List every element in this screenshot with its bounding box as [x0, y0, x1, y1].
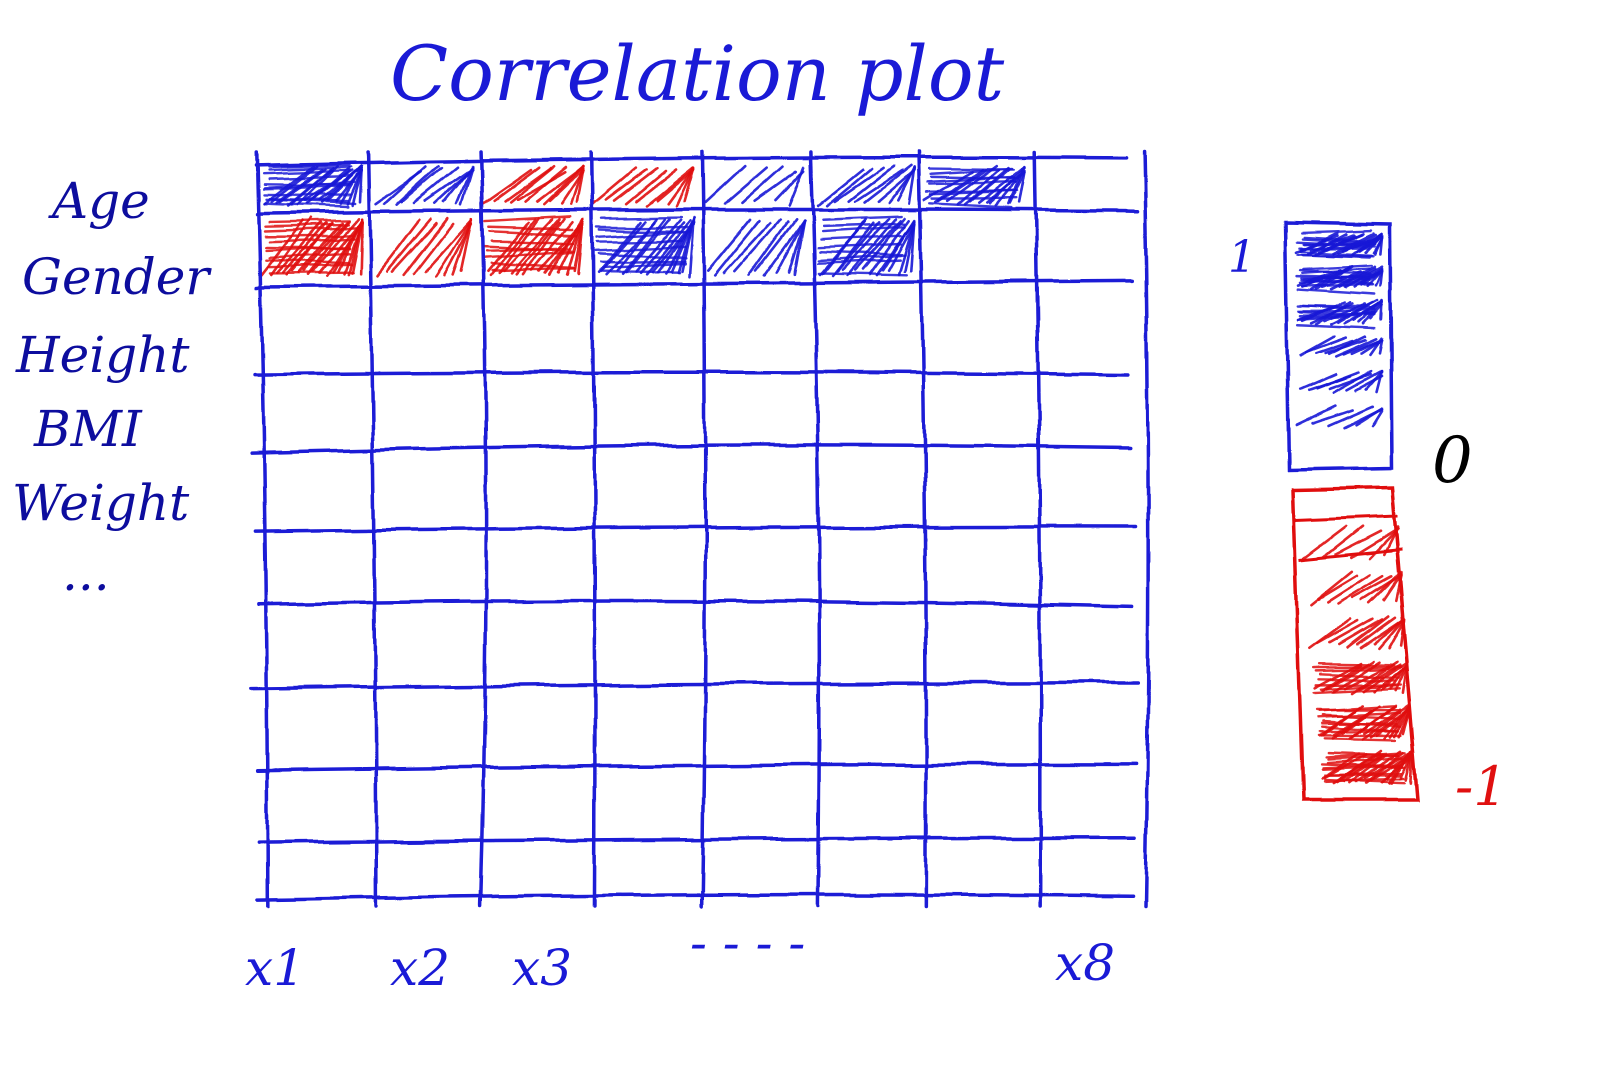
row-label-height: Height	[15, 326, 190, 384]
color-scale-legend: 1 0 -1	[1228, 220, 1508, 818]
scale-negative-band	[1310, 570, 1403, 606]
column-label-x2: x2	[390, 939, 450, 997]
scale-positive-band	[1295, 264, 1384, 296]
correlation-cell-positive	[704, 164, 806, 207]
scale-positive-band	[1298, 369, 1384, 394]
grid-row-line	[252, 370, 1131, 377]
grid-column-line	[1142, 150, 1150, 908]
grid-row-line	[256, 599, 1133, 609]
scale-negative-band	[1312, 660, 1409, 695]
grid-row-line	[257, 836, 1137, 845]
correlation-cell-positive	[923, 164, 1027, 210]
grid-row-line	[249, 681, 1140, 691]
column-label-ellipsis: - - - -	[690, 914, 805, 972]
plot-title: Correlation plot	[390, 29, 1005, 118]
correlation-cell-negative	[482, 164, 585, 206]
grid-row-line	[255, 762, 1137, 773]
correlation-cell-positive	[262, 164, 363, 208]
grid-column-line	[589, 150, 597, 908]
grid-row-line	[255, 892, 1135, 902]
row-label-age: Age	[48, 172, 150, 230]
scale-positive-band	[1295, 228, 1384, 259]
column-label-x8: x8	[1055, 934, 1115, 992]
correlation-cells	[260, 164, 1027, 278]
correlation-cell-negative	[591, 166, 695, 208]
scale-negative-band	[1316, 704, 1412, 742]
grid-column-line	[917, 150, 928, 908]
row-label-weight: Weight	[12, 474, 190, 532]
scale-positive-box	[1283, 220, 1394, 472]
scale-negative-divider	[1294, 514, 1399, 522]
grid-row-line	[254, 155, 1129, 168]
row-label-ellipsis: ...	[62, 544, 110, 602]
correlation-cell-negative	[483, 215, 585, 277]
correlation-cell-negative	[376, 216, 474, 277]
correlation-cell-positive	[374, 165, 474, 207]
grid-column-line	[366, 150, 379, 908]
grid-column-line	[700, 150, 708, 908]
row-label-gender: Gender	[22, 248, 212, 306]
grid-row-line	[255, 207, 1139, 215]
grid-column-line	[1033, 150, 1043, 908]
grid-row-line	[254, 278, 1135, 289]
correlation-cell-positive	[816, 215, 917, 278]
scale-label-max: 1	[1228, 232, 1256, 283]
row-labels: Age Gender Height BMI Weight ...	[12, 172, 212, 602]
scale-positive-band	[1296, 300, 1384, 330]
scale-negative-band	[1309, 615, 1406, 651]
color-scale-bar	[1283, 220, 1420, 802]
scale-negative-divider	[1298, 548, 1403, 562]
grid-row-line	[253, 525, 1138, 534]
scale-label-min: -1	[1455, 755, 1508, 818]
scale-negative-band	[1319, 749, 1415, 786]
scale-positive-band	[1295, 404, 1384, 429]
row-label-bmi: BMI	[33, 400, 143, 458]
correlation-cell-negative	[260, 217, 363, 277]
grid-column-line	[478, 150, 488, 908]
correlation-cell-positive	[816, 164, 917, 207]
grid-row-line	[249, 443, 1132, 455]
grid-column-line	[255, 150, 270, 908]
column-label-x3: x3	[512, 939, 572, 997]
column-labels: x1 x2 x3 - - - - x8	[245, 914, 1115, 997]
matrix-grid	[249, 150, 1150, 908]
column-label-x1: x1	[245, 939, 305, 997]
grid-column-line	[809, 150, 822, 908]
scale-positive-band	[1299, 335, 1384, 359]
correlation-cell-positive	[593, 216, 695, 278]
scale-negative-box	[1291, 486, 1420, 802]
scale-label-zero: 0	[1432, 424, 1473, 498]
correlation-cell-positive	[706, 217, 806, 278]
